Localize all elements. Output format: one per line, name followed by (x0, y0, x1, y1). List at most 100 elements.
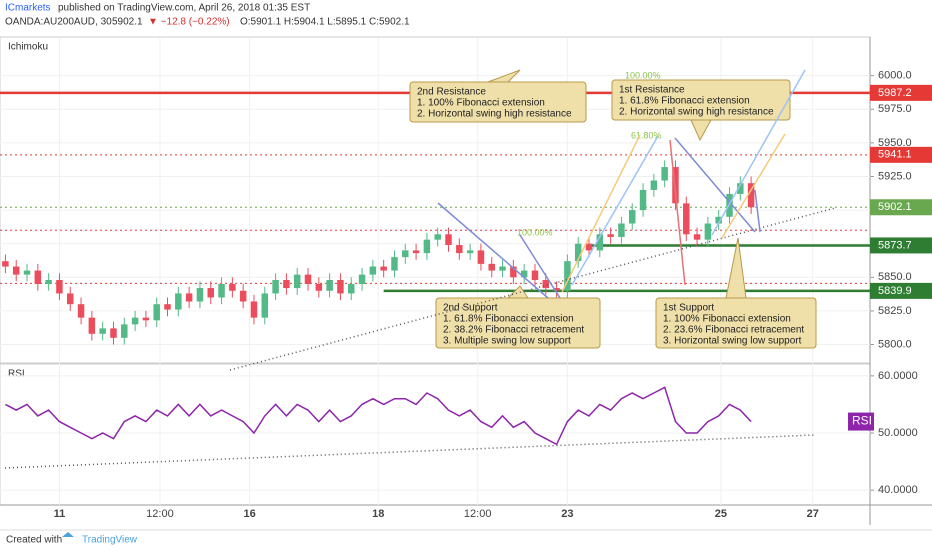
candle-body (683, 203, 690, 235)
y-tick-label: 5975.0 (878, 103, 912, 115)
candle-body (23, 270, 31, 275)
callout-line: 1. 100% Fibonacci extension (663, 314, 791, 325)
callout-line: 1. 61.8% Fibonacci extension (619, 96, 750, 107)
candle-body (564, 261, 571, 291)
callout-line: 1. 61.8% Fibonacci extension (443, 314, 574, 325)
x-tick-label: 18 (372, 508, 384, 520)
candle-body (607, 234, 614, 237)
candle-body (369, 266, 377, 275)
callout-box (409, 81, 587, 123)
candle-body (77, 304, 85, 318)
x-tick-label: 27 (807, 508, 819, 520)
price-tag-label: 5839.9 (878, 285, 912, 297)
x-tick-label: 25 (715, 508, 727, 520)
candle-body (261, 293, 269, 318)
candle-body (45, 279, 52, 285)
author[interactable]: ICmarkets (5, 3, 51, 14)
candle-body (737, 183, 744, 194)
candle-body (499, 266, 506, 271)
price-tag (870, 84, 932, 101)
y-tick-label: 5850.0 (878, 271, 912, 283)
callout-line: 1. 100% Fibonacci extension (417, 98, 545, 109)
footer-brand[interactable]: TradingView (82, 535, 138, 546)
arrow (674, 137, 756, 233)
candle-body (380, 266, 387, 271)
y-tick-label: 6000.0 (878, 70, 912, 82)
arrow (519, 234, 561, 299)
y-tick-label: 5800.0 (878, 338, 912, 350)
pane-label: RSI (8, 369, 25, 380)
callout-pointer (690, 119, 712, 142)
arrow (571, 135, 659, 286)
callout-title: 2nd Support (443, 303, 498, 314)
candle-body (239, 290, 247, 302)
published: published on TradingView.com, April 26, … (58, 3, 310, 14)
y-tick-label: 5950.0 (878, 137, 912, 149)
candle-body (715, 216, 722, 224)
callout-title: 1st Support (663, 303, 714, 314)
callout-line: 2. Horizontal swing high resistance (619, 107, 774, 118)
price-tag-label: 5902.1 (878, 201, 912, 213)
price-tag (870, 282, 932, 299)
candle-body (488, 263, 495, 271)
candle-body (639, 189, 647, 211)
candle-body (142, 317, 150, 321)
candle-body (650, 180, 658, 190)
callout-line: 2. 38.2% Fibonacci retracement (443, 325, 584, 336)
candle-body (531, 270, 539, 280)
price-tag-label: 5873.7 (878, 239, 912, 251)
x-tick-label: 23 (561, 508, 573, 520)
candle-body (185, 293, 193, 302)
symbol: OANDA:AU200AUD, 30 (5, 17, 112, 28)
y-tick-label: 60.0000 (878, 370, 918, 382)
arrow (437, 202, 549, 299)
candle-body (283, 279, 290, 289)
candle-body (175, 293, 182, 310)
y-tick-label: 40.0000 (878, 484, 918, 496)
candle-body (445, 234, 452, 246)
candle-body (293, 274, 301, 289)
fib-label: 61.80% (631, 130, 662, 140)
arrow (711, 69, 806, 236)
candle-body (348, 284, 355, 294)
footer-created: Created with (6, 535, 62, 546)
candle-body (618, 223, 625, 237)
callout-title: 1st Resistance (619, 85, 685, 96)
callout-box (435, 297, 601, 349)
price-tag (870, 237, 932, 254)
callout-line: 2. Horizontal swing high resistance (417, 109, 572, 120)
price-tag (870, 146, 932, 163)
candle-body (477, 250, 485, 264)
candle-body (304, 274, 312, 285)
brand-icon (62, 532, 74, 537)
price-tag-label: 5941.1 (878, 149, 912, 161)
candle-body (672, 167, 679, 204)
y-tick-label: 5825.0 (878, 305, 912, 317)
trendline (229, 207, 836, 371)
callout-line: 3. Horizontal swing low support (663, 336, 802, 347)
callout-box (611, 79, 791, 121)
rsi-line (5, 386, 752, 446)
callout-box (655, 297, 817, 349)
candle-body (34, 270, 42, 285)
candle-body (661, 167, 668, 181)
candle-body (12, 266, 20, 275)
candle-body (2, 261, 9, 267)
candle-body (520, 270, 528, 278)
callout-pointer (487, 69, 521, 83)
rsi-tag-label: RSI (852, 414, 872, 428)
candle-body (693, 234, 701, 240)
candle-body (229, 284, 236, 291)
rsi-tag (848, 412, 874, 431)
candle-body (628, 210, 636, 224)
candle-body (337, 279, 344, 294)
candle-body (67, 293, 74, 305)
x-tick-label: 12:00 (464, 508, 492, 520)
candle-body (466, 250, 474, 254)
candle-body (196, 288, 204, 302)
ohlc: O:5901.1 H:5904.1 L:5895.1 C:5902.1 (240, 17, 410, 28)
candle-body (574, 243, 582, 262)
x-tick-label: 11 (54, 508, 66, 520)
candle-body (456, 245, 463, 254)
